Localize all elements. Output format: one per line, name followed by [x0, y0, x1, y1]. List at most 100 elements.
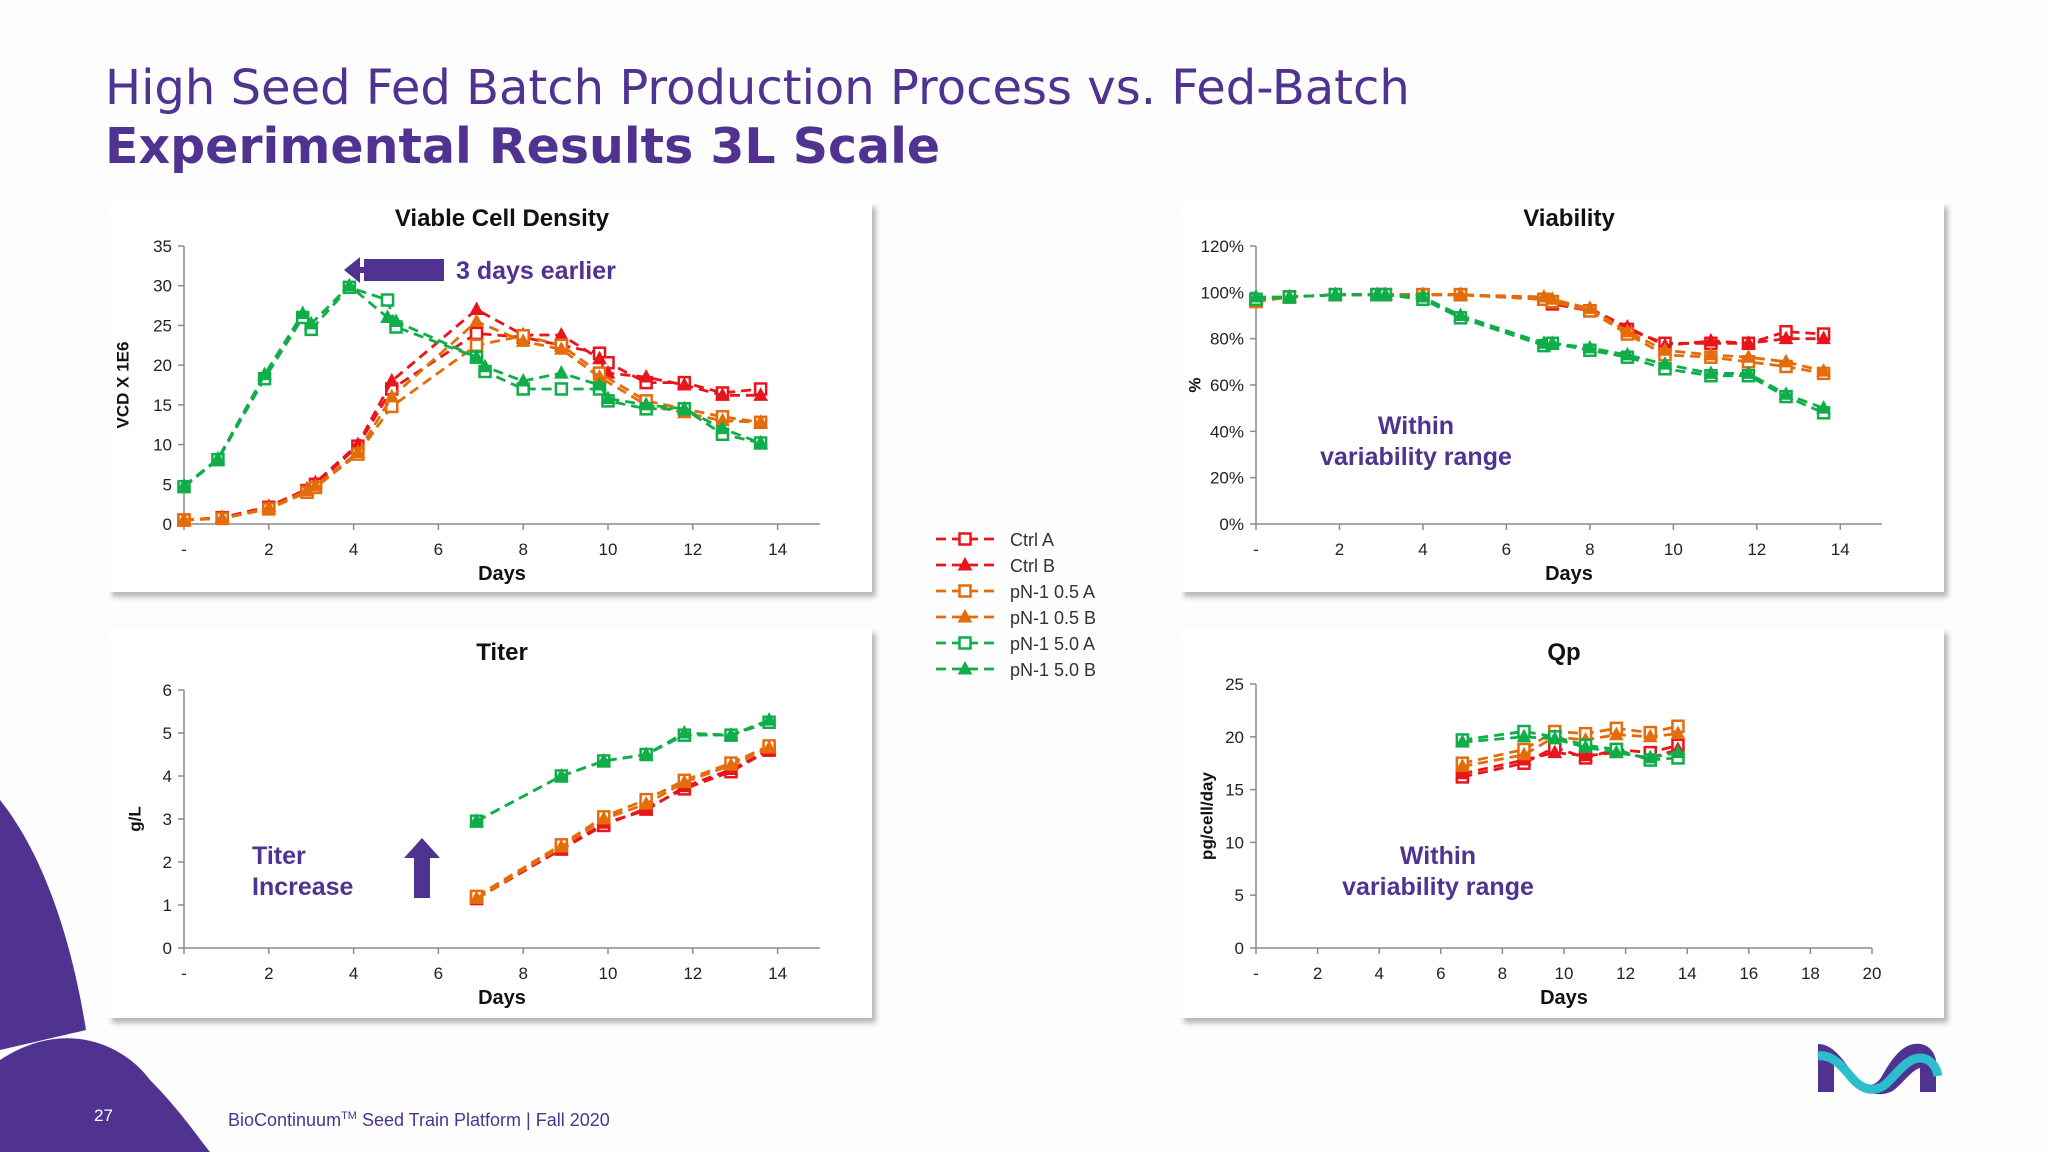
data-point: [1582, 339, 1598, 354]
legend-svg: Ctrl A Ctrl B pN-1 0.5 A pN-1 0.5 B pN-1 5.0…: [936, 530, 1096, 680]
data-point: [1778, 386, 1794, 400]
arrow-shaft: [364, 259, 444, 281]
data-point: [1816, 330, 1831, 345]
titer-y-tick-label: 0: [163, 939, 172, 958]
data-point: [1453, 307, 1468, 321]
slide-title: High Seed Fed Batch Production Process v…: [105, 60, 1410, 116]
qp-chart-panel: Qp 0 5 10 15 20 25 - 2 4 6 8 10 12 14 16 18 20 Days pg/cell…: [1180, 628, 1944, 1018]
legend-label: Ctrl A: [1010, 530, 1054, 550]
qp-y-tick-label: 25: [1225, 675, 1244, 694]
titer-x-tick-label: 8: [518, 964, 527, 983]
qp-x-tick-label: 10: [1555, 964, 1574, 983]
titer-y-tick-label: 4: [163, 767, 172, 786]
titer-x-tick-label: 12: [683, 964, 702, 983]
data-point: [638, 795, 654, 810]
data-point: [1609, 726, 1624, 741]
series-line: [1255, 293, 1825, 415]
data-point: [600, 390, 616, 405]
data-point: [1816, 400, 1831, 414]
titer-x-tick-label: 14: [768, 964, 787, 983]
data-point: [596, 752, 612, 767]
footer-suffix: Seed Train Platform | Fall 2020: [356, 1110, 610, 1130]
data-point: [210, 450, 226, 465]
data-point: [1620, 323, 1635, 338]
vcd-chart-title: Viable Cell Density: [395, 205, 610, 232]
data-point: [1536, 288, 1552, 303]
data-point: [1582, 300, 1598, 315]
titer-chart-panel: Titer 0 1 2 3 4 5 6-2 4 6 8 10 12 14 Days g/L Titer Incre…: [108, 628, 872, 1018]
data-point: [1703, 365, 1719, 379]
data-point: [1282, 288, 1297, 303]
vcd-x-tick-label: 10: [599, 540, 618, 559]
data-point: [1547, 744, 1563, 759]
titer-y-tick-label: 6: [163, 681, 172, 700]
viability-y-tick-label: 20%: [1210, 469, 1244, 488]
data-point: [723, 757, 739, 771]
data-point: [1741, 365, 1756, 379]
data-point: [1455, 734, 1470, 748]
data-point: [554, 838, 569, 853]
viability-chart: Viability 0% 20% 40% 60% 80% 100% 120% - 2 4 6 8 10 12…: [1185, 205, 1882, 585]
data-point: [1642, 749, 1658, 764]
vcd-y-tick-label: 25: [153, 316, 172, 335]
data-point: [1609, 744, 1624, 759]
viability-y-axis-title: %: [1185, 377, 1204, 392]
qp-x-tick-label: 16: [1739, 964, 1758, 983]
legend-label: pN-1 5.0 A: [1010, 634, 1095, 654]
footer-brand: BioContinuum: [228, 1110, 342, 1130]
qp-chart: Qp 0 5 10 15 20 25 - 2 4 6 8 10 12 14 16 18 20 Days pg/cell…: [1197, 639, 1881, 1009]
data-point: [715, 420, 730, 435]
data-point: [469, 813, 484, 827]
viability-y-tick-label: 0%: [1219, 515, 1244, 534]
vcd-x-tick-label: 14: [768, 540, 787, 559]
data-point: [295, 305, 311, 320]
footer-trademark: TM: [341, 1110, 357, 1122]
viability-y-tick-label: 40%: [1210, 422, 1244, 441]
data-point: [753, 434, 768, 449]
qp-x-tick-label: -: [1253, 964, 1259, 983]
viability-x-tick-label: 12: [1747, 540, 1766, 559]
series-line: [183, 283, 762, 487]
viability-x-axis-title: Days: [1545, 563, 1593, 585]
series-line: [183, 331, 761, 522]
titer-chart-title: Titer: [476, 639, 528, 666]
data-point: [1455, 758, 1470, 772]
viability-annotation-text: Within variability range: [1320, 412, 1512, 471]
qp-y-tick-label: 0: [1235, 939, 1244, 958]
data-point: [1620, 346, 1635, 361]
series-line: [183, 307, 761, 522]
qp-x-tick-label: 4: [1374, 964, 1383, 983]
vcd-y-tick-label: 20: [153, 356, 172, 375]
data-point: [1544, 291, 1560, 305]
data-point: [469, 301, 484, 316]
data-point: [469, 338, 484, 353]
viability-y-tick-label: 80%: [1210, 330, 1244, 349]
vcd-x-tick-label: 8: [518, 540, 527, 559]
data-point: [592, 350, 607, 365]
qp-annotation-text: Within variability range: [1342, 842, 1534, 901]
vcd-y-tick-label: 10: [153, 436, 172, 455]
qp-y-tick-label: 20: [1225, 728, 1244, 747]
legend-marker: [957, 556, 973, 571]
data-point: [515, 333, 531, 347]
up-arrow-icon: [404, 838, 440, 898]
data-point: [176, 477, 192, 492]
slide-subtitle: Experimental Results 3L Scale: [105, 118, 941, 175]
qp-x-tick-label: 8: [1498, 964, 1507, 983]
data-point: [380, 293, 395, 307]
data-point: [1547, 730, 1563, 745]
series-line: [1256, 293, 1825, 410]
series-line: [183, 285, 761, 488]
data-point: [469, 349, 484, 363]
data-point: [1703, 346, 1719, 361]
data-point: [1778, 330, 1794, 345]
vcd-x-tick-label: 2: [264, 540, 273, 559]
titer-y-axis-title: g/L: [125, 806, 144, 832]
data-point: [384, 388, 400, 403]
data-point: [1455, 765, 1470, 780]
qp-y-tick-label: 5: [1235, 886, 1244, 905]
data-point: [380, 309, 395, 323]
data-point: [1741, 349, 1756, 363]
legend-marker: [957, 608, 973, 623]
